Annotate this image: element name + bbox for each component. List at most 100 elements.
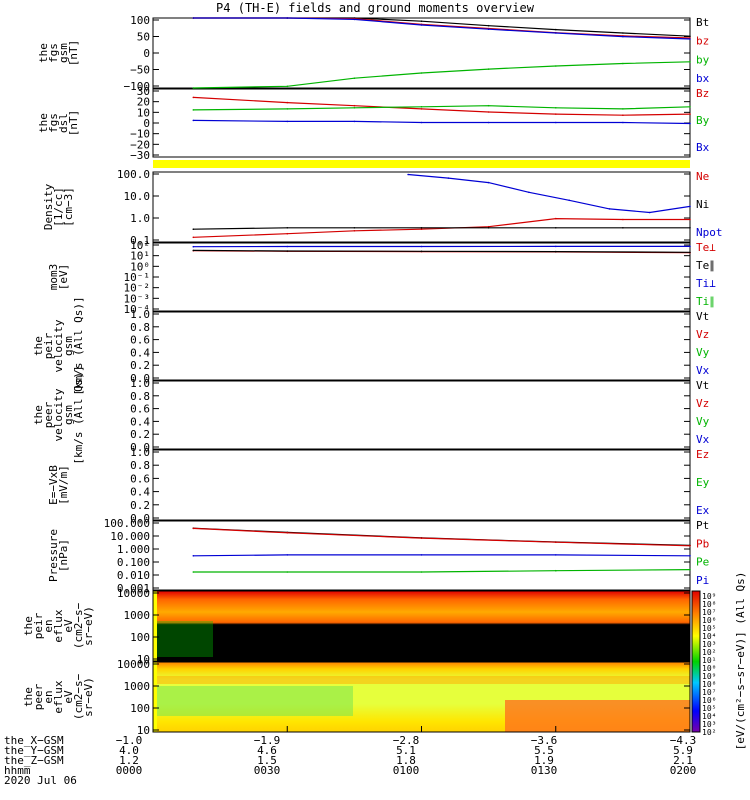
y-tick-label-density: 0.1 — [130, 234, 150, 247]
point-fgs_gsm-by — [689, 61, 691, 63]
page-title: P4 (TH-E) fields and ground moments over… — [216, 1, 534, 15]
y-tick-label-efield: 0.6 — [130, 472, 150, 485]
y-axis-label-line: mom3 — [47, 264, 60, 291]
y-axis-label-line: (cm2−s− — [72, 602, 85, 649]
legend-peer_v-0: Vt — [696, 379, 709, 392]
peer-spectrogram-hot — [505, 700, 690, 732]
y-axis-label-line: [eV] — [57, 264, 70, 291]
y-axis-label-line: peir — [42, 332, 55, 359]
y-tick-label-fgs_gsm: −100 — [124, 80, 151, 93]
y-tick-label-peir_v: 1.0 — [130, 308, 150, 321]
legend-peer_v-1: Vz — [696, 397, 709, 410]
y-tick-label-efield: 0.4 — [130, 486, 150, 499]
y-tick-label-fgs_gsm: 50 — [137, 31, 150, 44]
point-fgs_gsm-by — [420, 72, 423, 74]
point-temp-Te∥ — [420, 250, 423, 253]
y-axis-label-line: the — [22, 687, 35, 707]
point-fgs_dsl-Bx — [286, 120, 289, 123]
peir-spectrogram — [153, 591, 690, 661]
y-tick-label-fgs_dsl: −20 — [130, 138, 150, 151]
y-axis-label-line: (cm2−s− — [72, 673, 85, 720]
y-axis-label-pressure: Pressure[nPa] — [47, 529, 70, 582]
y-axis-label-line: velocity — [52, 319, 65, 372]
y-tick-label-temp: 10⁰ — [130, 260, 150, 273]
y-axis-label-line: the — [32, 405, 45, 425]
legend-temp-2: Ti⊥ — [696, 277, 716, 290]
point-density-Npot — [487, 181, 490, 184]
footer-col-3: −3.6 5.5 1.9 0130 — [519, 735, 569, 776]
y-tick-label-fgs_gsm: 0 — [143, 47, 150, 60]
point-fgs_gsm-by — [487, 68, 490, 70]
y-axis-label-density: Density[1/cc][cm−3] — [42, 183, 75, 230]
point-density-Ne — [192, 236, 195, 239]
y-tick-label-peer_v: 0.4 — [130, 415, 150, 428]
colorbar-tick: 10⁹ — [702, 592, 716, 601]
panel-frame-peer_v — [152, 380, 691, 450]
point-fgs_dsl-Bx — [689, 122, 691, 125]
y-axis-label-line: sr−eV) — [82, 606, 95, 646]
point-fgs_dsl-Bz — [487, 111, 490, 113]
y-tick-label-peer_eflux: 10 — [137, 724, 150, 737]
point-fgs_gsm-Bt — [622, 32, 624, 34]
point-pressure-Pe — [555, 569, 557, 572]
y-tick-label-peir_v: 0.6 — [130, 334, 150, 347]
y-axis-label-line: peer — [42, 401, 55, 428]
y-axis-label-line: [km/s (All Qs)] — [72, 365, 85, 464]
panel-frame-temp — [152, 242, 691, 312]
y-axis-label-line: fgs — [47, 113, 60, 133]
point-fgs_gsm-bx — [286, 17, 289, 19]
footer-col-4: −4.3 5.9 2.1 0200 — [658, 734, 708, 777]
y-tick-label-efield: 0.0 — [130, 512, 150, 525]
footer-x-0: −1.0 — [115, 734, 143, 747]
y-tick-label-density: 1.0 — [130, 212, 150, 225]
point-pressure-Pb — [420, 537, 423, 539]
point-pressure-Pe — [420, 571, 423, 573]
y-axis-label-peir_eflux: thepeirenefluxeV(cm2−s−sr−eV) — [22, 602, 95, 649]
point-fgs_dsl-By — [622, 108, 624, 110]
point-fgs_gsm-bx — [353, 18, 356, 21]
point-fgs_gsm-Bt — [420, 20, 423, 23]
point-density-Npot — [648, 211, 651, 214]
colorbar — [691, 590, 701, 733]
point-fgs_dsl-Bz — [192, 96, 195, 99]
series-fgs_gsm-bz — [193, 17, 691, 39]
legend-peir_v-1: Vz — [696, 328, 709, 341]
y-axis-label-line: E=−VxB — [47, 465, 60, 505]
colorbar-tick: 10⁸ — [702, 600, 716, 609]
colorbar-tick: 10⁵ — [702, 704, 716, 713]
point-fgs_dsl-Bz — [622, 114, 624, 116]
point-fgs_dsl-Bx — [555, 121, 557, 124]
y-axis-label-peer_v: thepeervelocitygsm[km/s (All Qs)] — [32, 365, 85, 464]
panel-frame-fgs_gsm — [152, 17, 691, 89]
footer-y-0: 4.0 — [119, 744, 139, 757]
y-axis-label-line: the — [37, 113, 50, 133]
legend-efield-2: Ex — [696, 504, 710, 517]
y-tick-label-efield: 0.8 — [130, 459, 150, 472]
footer-x-4: −4.3 — [669, 734, 697, 747]
point-fgs_dsl-By — [286, 108, 289, 110]
y-tick-label-efield: 1.0 — [130, 446, 150, 459]
y-axis-label-line: fgs — [47, 43, 60, 63]
point-density-Ni — [487, 227, 490, 229]
footer-col-2: −2.8 5.1 1.8 0100 — [381, 735, 431, 776]
footer-t-1: 0030 — [253, 764, 281, 777]
point-fgs_dsl-Bx — [622, 121, 624, 124]
point-fgs_dsl-By — [689, 106, 691, 108]
point-density-Ne — [286, 232, 289, 235]
legend-pressure-2: Pe — [696, 556, 709, 569]
footer-t-4: 0200 — [669, 764, 697, 777]
point-fgs_dsl-Bz — [420, 108, 423, 110]
series-fgs_dsl-Bz — [193, 96, 691, 116]
legend-fgs_dsl-1: By — [696, 114, 710, 127]
footer-col-1: −1.9 4.6 1.5 0030 — [242, 735, 292, 777]
point-pressure-Pe — [286, 571, 289, 573]
colorbar-tick: 10⁸ — [702, 680, 716, 689]
y-tick-label-efield: 0.2 — [130, 499, 150, 512]
footer-row-hhmm: hhmm — [4, 764, 31, 777]
point-fgs_gsm-Bt — [689, 35, 691, 37]
legend-peir_v-0: Vt — [696, 310, 709, 323]
point-pressure-Pi — [286, 554, 289, 556]
colorbar-tick: 10² — [702, 728, 716, 737]
y-axis-label-line: sr−eV) — [82, 677, 95, 717]
point-density-Ne — [555, 217, 557, 220]
